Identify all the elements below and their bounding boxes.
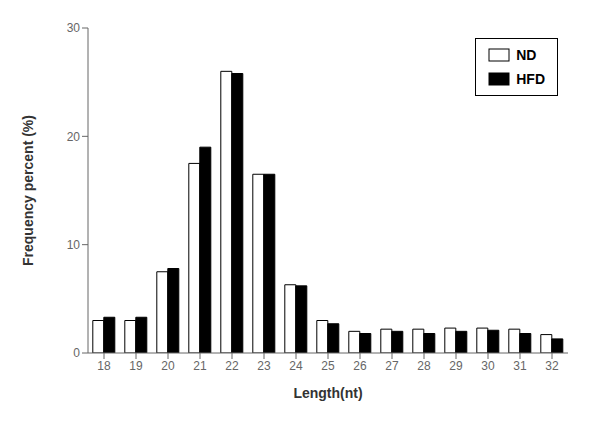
svg-text:21: 21 xyxy=(193,359,207,373)
svg-text:0: 0 xyxy=(73,346,80,360)
html-text:HFD: HFD xyxy=(516,71,545,87)
svg-text:26: 26 xyxy=(353,359,367,373)
svg-text:27: 27 xyxy=(385,359,399,373)
svg-text:30: 30 xyxy=(67,21,81,35)
svg-text:19: 19 xyxy=(129,359,143,373)
svg-text:20: 20 xyxy=(67,130,81,144)
svg-text:Frequency percent (%): Frequency percent (%) xyxy=(20,115,36,266)
svg-text:24: 24 xyxy=(289,359,303,373)
svg-text:29: 29 xyxy=(449,359,463,373)
svg-text:30: 30 xyxy=(481,359,495,373)
svg-text:10: 10 xyxy=(67,238,81,252)
svg-text:Length(nt): Length(nt) xyxy=(293,385,362,401)
html-text:ND: ND xyxy=(516,47,537,63)
svg-text:25: 25 xyxy=(321,359,335,373)
svg-text:18: 18 xyxy=(97,359,111,373)
svg-text:32: 32 xyxy=(545,359,559,373)
svg-text:23: 23 xyxy=(257,359,271,373)
svg-text:28: 28 xyxy=(417,359,431,373)
svg-text:20: 20 xyxy=(161,359,175,373)
svg-text:31: 31 xyxy=(513,359,527,373)
svg-text:22: 22 xyxy=(225,359,239,373)
